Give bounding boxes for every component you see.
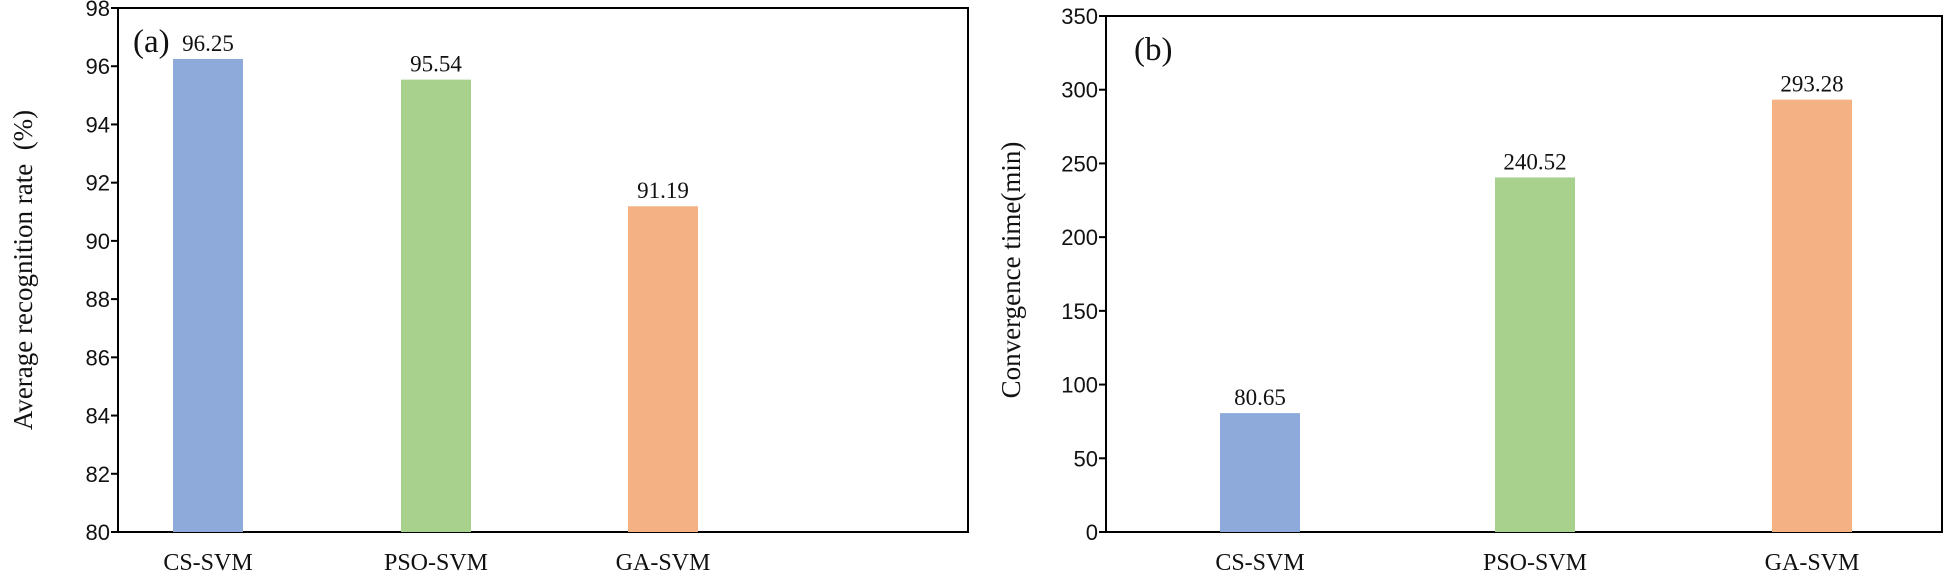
y-tick-label: 350	[1061, 4, 1098, 29]
y-tick-label: 50	[1074, 446, 1098, 471]
bars-b: 80.65 240.52 293.28	[1220, 72, 1852, 533]
y-tick-label: 88	[86, 287, 110, 312]
bars-a: 96.25 95.54 91.19	[173, 31, 698, 532]
x-tick-label: CS-SVM	[1215, 550, 1304, 576]
y-tick-label: 0	[1086, 520, 1098, 545]
bar-pso-svm	[1495, 177, 1575, 533]
bar-pso-svm	[401, 79, 471, 532]
y-tick-label: 92	[86, 171, 110, 196]
y-tick-label: 250	[1061, 151, 1098, 176]
bar-ga-svm	[1772, 99, 1852, 532]
y-axis-label-a: Average recognition rate (%)	[8, 110, 38, 430]
data-label: 293.28	[1780, 72, 1843, 97]
y-tick-label: 150	[1061, 299, 1098, 324]
data-label: 96.25	[182, 31, 234, 56]
data-label: 240.52	[1503, 149, 1566, 174]
bar-cs-svm	[173, 58, 243, 532]
bar-ga-svm	[628, 206, 698, 532]
data-label: 80.65	[1234, 385, 1286, 410]
y-tick-label: 96	[86, 54, 110, 79]
x-tick-label: GA-SVM	[616, 550, 711, 576]
bar-cs-svm	[1220, 413, 1300, 532]
y-tick-label: 300	[1061, 78, 1098, 103]
y-tick-label: 90	[86, 229, 110, 254]
y-axis-label-b: Convergence time(min)	[996, 142, 1026, 399]
y-axis-ticks-a: 80 82 84 86 88 90 92 94 96 98	[86, 0, 118, 545]
x-tick-label: PSO-SVM	[384, 550, 488, 576]
y-tick-label: 86	[86, 345, 110, 370]
y-tick-label: 94	[86, 112, 110, 137]
x-axis-labels-a: CS-SVM PSO-SVM GA-SVM	[163, 550, 710, 576]
data-label: 91.19	[637, 178, 689, 203]
data-label: 95.54	[410, 52, 462, 77]
plot-frame-a	[117, 7, 969, 533]
x-axis-labels-b: CS-SVM PSO-SVM GA-SVM	[1215, 550, 1859, 576]
y-tick-label: 100	[1061, 373, 1098, 398]
panel-label-a: (a)	[133, 24, 170, 60]
y-axis-ticks-b: 0 50 100 150 200 250 300 350	[1061, 4, 1106, 545]
x-tick-label: GA-SVM	[1765, 550, 1860, 576]
x-tick-label: PSO-SVM	[1483, 550, 1587, 576]
panel-label-b: (b)	[1134, 32, 1172, 68]
y-tick-label: 82	[86, 462, 110, 487]
y-tick-label: 200	[1061, 225, 1098, 250]
chart-panel-a: 80 82 84 86 88 90 92 94 96 98 96.25 95.54 91.19 CS-…	[8, 0, 969, 576]
y-tick-label: 80	[86, 520, 110, 545]
y-tick-label: 98	[86, 0, 110, 21]
y-tick-label: 84	[86, 404, 110, 429]
x-tick-label: CS-SVM	[163, 550, 252, 576]
